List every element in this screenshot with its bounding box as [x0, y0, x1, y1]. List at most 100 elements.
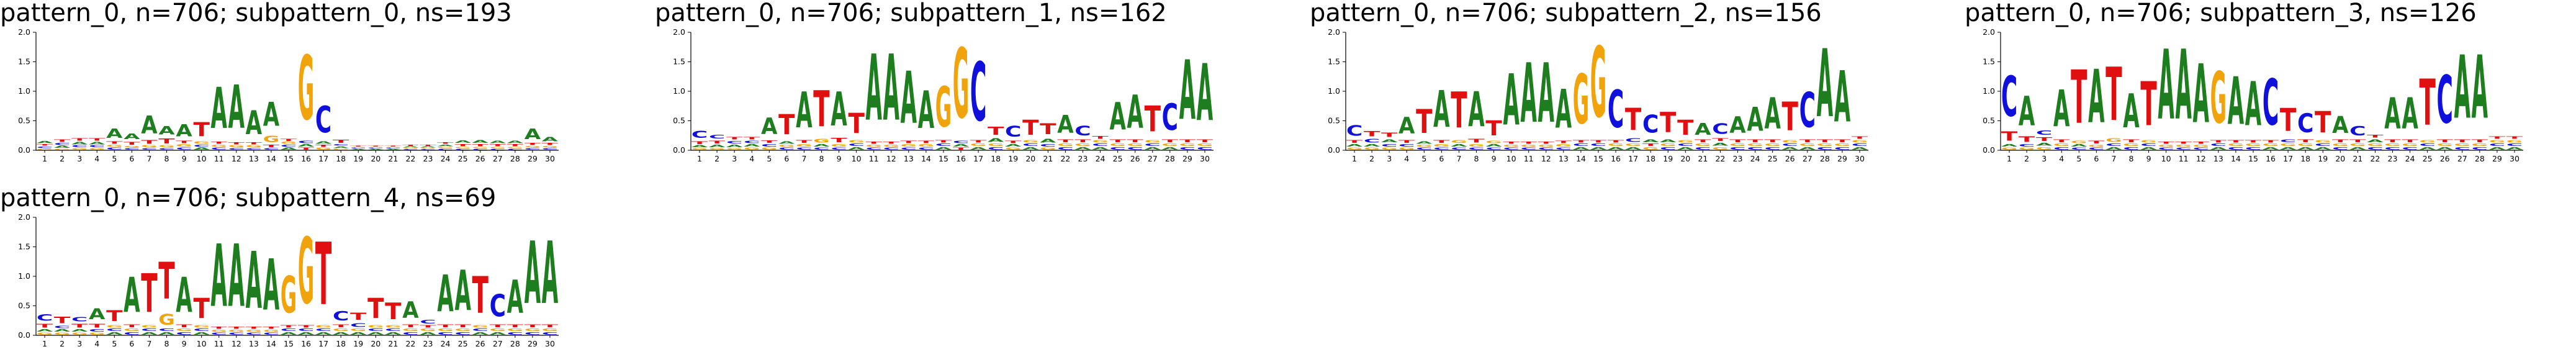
x-tick-label: 5	[2076, 154, 2081, 163]
x-tick-label: 30	[1855, 154, 1865, 163]
logo-letter-G: G	[2506, 140, 2523, 143]
x-tick-label: 19	[353, 154, 363, 163]
logo-letter-T: T	[350, 310, 367, 322]
logo-letter-A: A	[1764, 88, 1780, 138]
logo-letter-C: C	[176, 332, 192, 335]
logo-letter-T: T	[124, 141, 140, 146]
logo-letter-C: C	[2332, 147, 2348, 150]
logo-letter-A: A	[542, 135, 559, 142]
logo-letter-A: A	[124, 269, 140, 324]
logo-letter-T: T	[54, 315, 70, 325]
x-tick-label: 18	[2300, 154, 2310, 163]
logo-letter-T: T	[402, 324, 418, 328]
logo-letter-A: A	[385, 149, 402, 150]
x-tick-label: 3	[1387, 154, 1392, 163]
logo-letter-A: A	[1729, 112, 1746, 138]
x-tick-label: 16	[1611, 154, 1621, 163]
logo-letter-C: C	[54, 143, 70, 146]
logo-letter-C: C	[1346, 123, 1362, 139]
logo-letter-G: G	[1074, 143, 1091, 147]
logo-letter-G: G	[2071, 140, 2087, 144]
logo-letter-A: A	[176, 122, 192, 141]
x-tick-label: 27	[2457, 154, 2467, 163]
logo-letter-A: A	[1127, 86, 1143, 139]
logo-letter-T: T	[813, 80, 830, 138]
logo-letter-A: A	[71, 328, 88, 332]
logo-letter-C: C	[1782, 143, 1798, 147]
logo-letter-C: C	[1197, 147, 1213, 150]
logo-letter-G: G	[333, 328, 349, 332]
logo-letter-C: C	[2088, 147, 2104, 150]
logo-letter-C: C	[1162, 97, 1178, 138]
logo-letter-C: C	[71, 316, 88, 323]
logo-letter-C: C	[437, 332, 453, 335]
logo-letter-A: A	[1398, 113, 1415, 139]
x-tick-label: 11	[214, 339, 224, 348]
chart-title: pattern_0, n=706; subpattern_4, ns=69	[0, 184, 497, 212]
logo-letter-G: G	[507, 328, 523, 332]
x-tick-label: 29	[2492, 154, 2502, 163]
x-tick-label: 8	[164, 339, 169, 348]
logo-letter-A: A	[1660, 138, 1676, 143]
chart-title: pattern_0, n=706; subpattern_1, ns=162	[655, 0, 1167, 27]
y-tick-label: 1.5	[18, 57, 30, 66]
logo-letter-T: T	[1695, 138, 1711, 143]
logo-letter-C: C	[193, 328, 209, 332]
logo-letter-G: G	[246, 145, 262, 148]
logo-letter-G: G	[1538, 145, 1554, 148]
logo-letter-G: G	[761, 147, 777, 150]
logo-letter-T: T	[1817, 138, 1833, 143]
logo-letter-T: T	[2019, 135, 2035, 143]
logo-letter-C: C	[2123, 147, 2139, 150]
x-tick-label: 25	[2423, 154, 2433, 163]
logo-letter-A: A	[883, 37, 899, 142]
x-tick-label: 20	[2335, 154, 2345, 163]
logo-letter-G: G	[1346, 147, 1362, 150]
logo-letter-C: C	[1608, 81, 1624, 140]
logo-letter-T: T	[158, 137, 175, 145]
logo-letter-A: A	[350, 149, 367, 150]
logo-letter-T: T	[778, 108, 795, 140]
x-tick-label: 11	[1524, 154, 1534, 163]
x-tick-label: 9	[837, 154, 842, 163]
logo-letter-T: T	[437, 324, 453, 328]
logo-letter-G: G	[525, 328, 541, 332]
logo-letter-G: G	[158, 145, 174, 148]
logo-panel-2: pattern_0, n=706; subpattern_2, ns=156 0…	[1310, 0, 1930, 177]
logo-letter-A: A	[472, 139, 489, 144]
x-tick-label: 23	[2388, 154, 2398, 163]
x-tick-label: 6	[784, 154, 789, 163]
logo-letter-A: A	[525, 224, 541, 324]
logo-letter-G: G	[848, 140, 864, 143]
logo-letter-C: C	[2193, 147, 2209, 150]
logo-letter-G: G	[490, 328, 506, 332]
x-tick-label: 25	[1113, 154, 1123, 163]
logo-letters: GATCGATCGACTGACTGCTACGATCGTACAGTCGTAACGT…	[691, 30, 1213, 151]
logo-letter-A: A	[1695, 120, 1711, 139]
logo-panel-3: pattern_0, n=706; subpattern_3, ns=126 0…	[1965, 0, 2576, 177]
logo-letter-C: C	[367, 328, 384, 332]
logo-letter-C: C	[1556, 147, 1572, 150]
logo-letter-G: G	[1695, 143, 1711, 147]
logo-letter-C: C	[1145, 143, 1161, 147]
logo-letter-C: C	[2019, 144, 2035, 148]
logo-letter-C: C	[1695, 147, 1711, 150]
logo-letter-G: G	[1381, 147, 1397, 150]
x-tick-label: 26	[475, 339, 485, 348]
logo-letter-G: G	[2001, 147, 2017, 150]
x-tick-label: 7	[1456, 154, 1461, 163]
logo-letter-T: T	[525, 143, 541, 146]
logo-letter-G: G	[71, 148, 88, 150]
logo-letter-T: T	[454, 144, 471, 147]
logo-letter-G: G	[263, 134, 279, 145]
logo-letter-C: C	[490, 148, 506, 150]
logo-letter-C: C	[988, 147, 1004, 150]
logo-letter-G: G	[193, 325, 209, 328]
x-tick-label: 5	[1421, 154, 1426, 163]
logo-letter-T: T	[350, 145, 367, 147]
logo-letter-A: A	[211, 227, 227, 327]
x-tick-label: 2	[60, 339, 65, 348]
logo-letter-A: A	[2053, 79, 2069, 138]
x-tick-label: 11	[2179, 154, 2189, 163]
logo-letter-A: A	[1852, 147, 1868, 150]
